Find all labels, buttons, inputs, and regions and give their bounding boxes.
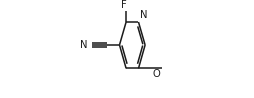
Text: N: N: [80, 40, 88, 50]
Text: N: N: [140, 10, 147, 20]
Text: O: O: [152, 69, 160, 79]
Text: F: F: [121, 0, 127, 10]
